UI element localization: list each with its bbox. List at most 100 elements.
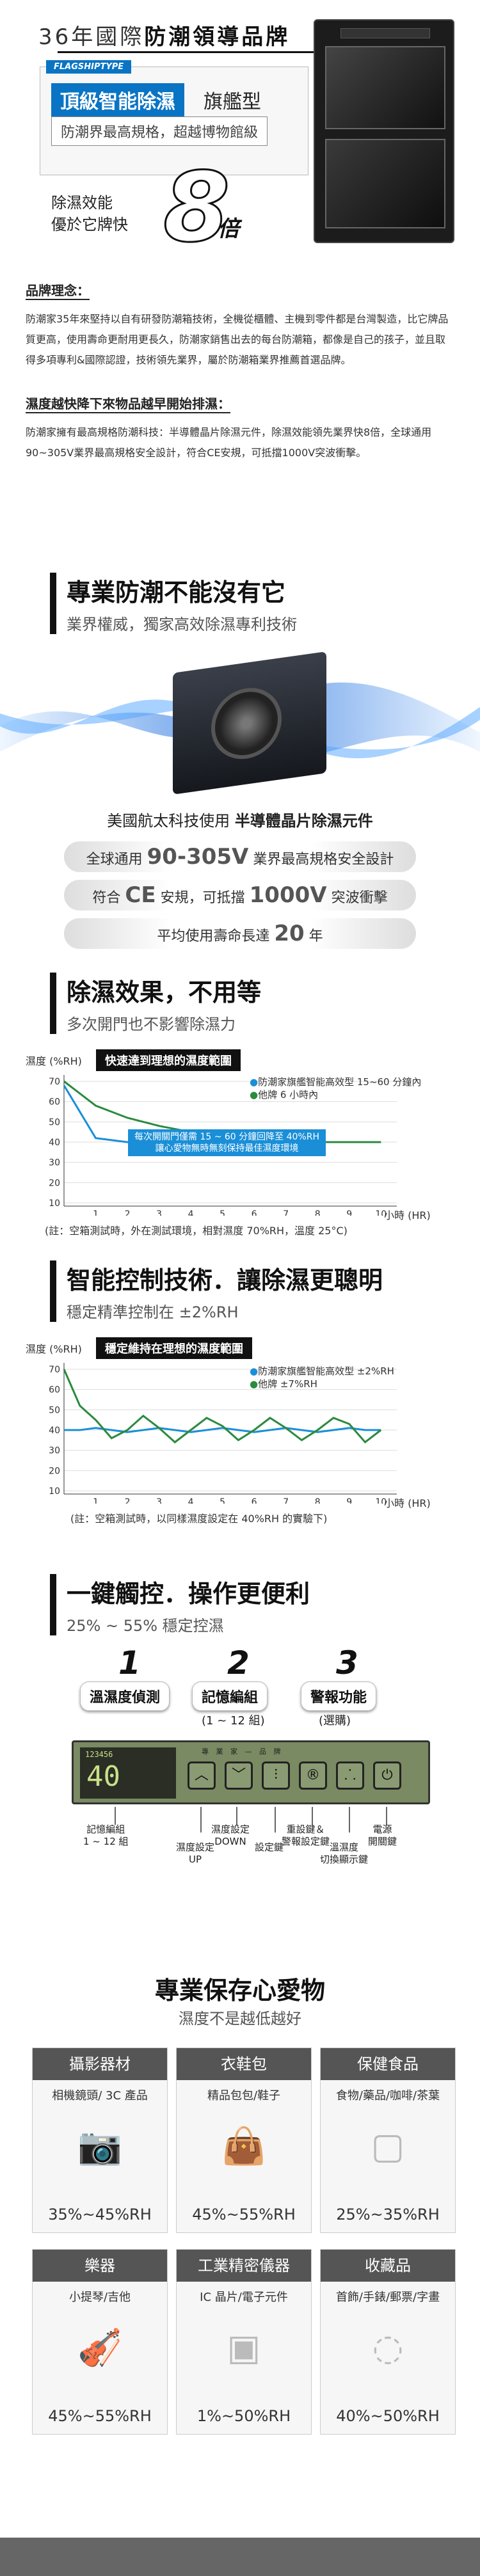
effect-text: 除濕效能 優於它牌快 [51,192,128,235]
step2-number: 2 [227,1644,250,1682]
step2-sub: (1 ~ 12 組) [202,1714,265,1728]
hero-title: 36年國際防潮領導品牌 [38,19,290,51]
chart1-ylabel: 濕度 (%RH) [26,1055,82,1067]
tech-subtitle: 業界權威，獨家高效除濕專利技術 [67,616,297,633]
dehumidifier-module-image [173,651,326,795]
ce-pill: 符合 CE 安規，可抵擋 1000V 突波衝擊 [64,880,416,910]
hero-title-prefix: 36年國際 [38,24,145,50]
lcd-display: 123456 40 [80,1747,176,1799]
care-card-title: 保健食品 [321,2048,455,2080]
chart1-legend1: ●防潮家旗艦智能高效型 15~60 分鐘內 [250,1076,422,1088]
lifespan-pill-b: 年 [308,928,323,944]
chart2-ytick: 40 [49,1426,60,1436]
panel-annotations: 記憶編組 1 ~ 12 組 濕度設定 UP 濕度設定 DOWN 設定鍵 重設鍵＆… [0,1824,480,1900]
chart2-legend2-text: 他牌 ±7%RH [258,1378,317,1390]
food-box-icon: ▢ [371,2126,405,2167]
power-button[interactable]: ⏻ [373,1761,401,1790]
care-card-range: 1%~50%RH [196,2407,291,2425]
chart1-callout2: 讓心愛物無時無刻保持最佳濕度環境 [155,1143,299,1154]
effect-section: 除濕效果，不用等 多次開門也不影響除濕力 濕度 (%RH) 快速達到理想的濕度範… [0,960,480,1254]
chart2-ylabel: 濕度 (%RH) [26,1343,82,1355]
control-panel: 123456 40 專 業 家 — 品 牌 ︿ ﹀ ⫶ ® ⸫ ⏻ [72,1740,430,1804]
temp-humidity-toggle-button[interactable]: ⸫ [336,1761,364,1790]
chart2-legend1: ●防潮家旗艦智能高效型 ±2%RH [250,1365,394,1377]
chart1-xtick: 10 [375,1209,387,1216]
chart1-plot: 10 20 30 40 50 60 70 1 2 3 4 5 6 7 8 9 10 [49,1075,397,1216]
step3-number: 3 [336,1644,358,1682]
chart2-xtick: 3 [156,1497,162,1504]
care-card: 攝影器材 相機鏡頭/ 3C 產品 📷 35%~45%RH [32,2047,168,2233]
care-card-title: 收藏品 [321,2250,455,2282]
care-card-items: 首飾/手錶/郵票/字畫 [335,2291,440,2304]
humidity-down-button[interactable]: ﹀ [225,1761,253,1790]
chart1-legend2: ●他牌 6 小時內 [250,1089,319,1101]
control-section: 智能控制技術．讓除濕更聰明 穩定精準控制在 ±2%RH 濕度 (%RH) 穩定維… [0,1254,480,1542]
control-heading: 智能控制技術．讓除濕更聰明 穩定精準控制在 ±2%RH [50,1260,383,1322]
chart1-xtick: 3 [156,1209,162,1216]
humidity-paragraph: 防潮家擁有最高規格防潮科技：半導體晶片除濕元件，除濕效能領先業界快8倍，全球通用… [26,426,432,459]
brand-paragraph: 防潮家35年來堅持以自有研發防潮箱技術，全機從櫃體、主機到零件都是台灣製造，比它… [26,313,449,366]
anno-reset: 重設鍵＆ 警報設定鍵 [282,1824,330,1847]
chart2-legend1-text: 防潮家旗艦智能高效型 ±2%RH [258,1365,394,1377]
flagship-type-badge: FLAGSHIPTYPE [46,60,132,74]
chart2-xlabel: 小時 (HR) [384,1497,431,1509]
tag-main-text: 頂級智能除濕 [60,91,175,113]
cabinet-upper-window [325,46,445,129]
care-card-items: 精品包包/鞋子 [207,2089,281,2103]
ce-pill-volt: 1000V [249,882,327,908]
chart1-ytick: 10 [49,1198,60,1209]
touch-section: 一鍵觸控．操作更便利 25% ~ 55% 穩定控濕 1 溫濕度偵測 2 記憶編組… [0,1542,480,1932]
voltage-pill: 全球通用 90-305V 業界最高規格安全設計 [64,841,416,872]
ce-pill-b: 安規，可抵擋 [160,890,245,906]
tag-main-suffix: 旗艦型 [204,91,261,113]
hero-section: 36年國際防潮領導品牌 FLAGSHIPTYPE 頂級智能除濕 旗艦型 防潮界最… [0,0,480,262]
chart2-ytick: 10 [49,1486,60,1497]
tech-title: 專業防潮不能沒有它 [67,578,286,607]
humidity-up-button[interactable]: ︿ [188,1761,216,1790]
chart2-ytick: 70 [49,1365,60,1375]
reset-alarm-button[interactable]: ® [299,1761,327,1790]
settings-button[interactable]: ⫶ [262,1761,290,1790]
tag-main: 頂級智能除濕 [51,83,184,116]
hero-title-emph: 防潮領導品牌 [144,24,291,50]
chart2-xtick: 10 [375,1497,387,1504]
chart1-legend2-text: 他牌 6 小時內 [258,1089,319,1101]
big-eight: 8 [162,152,230,262]
chart1-xtick: 7 [283,1209,289,1216]
chart2-xtick: 4 [188,1497,194,1504]
care-card-title: 衣鞋包 [177,2048,311,2080]
effect-heading: 除濕效果，不用等 多次開門也不影響除濕力 [50,973,261,1034]
chart2-legend2: ●他牌 ±7%RH [250,1378,317,1390]
care-card-range: 45%~55%RH [192,2206,296,2223]
care-card-range: 35%~45%RH [48,2206,152,2223]
chart1-callout: 每次開關門僅需 15 ~ 60 分鐘回降至 40%RH 讓心愛物無時無刻保持最佳… [128,1129,326,1156]
touch-title: 一鍵觸控．操作更便利 [67,1580,310,1608]
chart1-xtick: 4 [188,1209,194,1216]
dry-cabinet-image [314,19,454,243]
chart1-callout1: 每次開關門僅需 15 ~ 60 分鐘回降至 40%RH [134,1132,319,1142]
care-card-title: 攝影器材 [33,2048,167,2080]
care-card: 衣鞋包 精品包包/鞋子 👜 45%~55%RH [176,2047,312,2233]
panel-brand: 專 業 家 — 品 牌 [202,1747,284,1756]
care-card: 保健食品 食物/藥品/咖啡/茶葉 ▢ 25%~35%RH [320,2047,456,2233]
necklace-icon: ◌ [372,2327,404,2369]
brand-heading: 品牌理念： [26,280,90,300]
tech-caption-prefix: 美國航太科技使用 [107,812,230,830]
chart1-xlabel: 小時 (HR) [384,1209,431,1221]
care-card-title: 樂器 [33,2250,167,2282]
camera-icon: 📷 [77,2126,122,2167]
care-card-items: IC 晶片/電子元件 [200,2291,288,2304]
chart1-ytick: 40 [49,1138,60,1148]
step2-label: 記憶編組 [192,1682,268,1711]
anno-toggle: 溫濕度 切換顯示鍵 [320,1841,369,1865]
care-card: 樂器 小提琴/吉他 🎻 45%~55%RH [32,2249,168,2435]
chart1-xtick: 6 [252,1209,257,1216]
step1-number: 1 [118,1644,141,1682]
chart1-ytick: 30 [49,1158,60,1168]
voltage-pill-a: 全球通用 [86,852,143,868]
care-card-range: 40%~50%RH [336,2407,440,2425]
touch-heading: 一鍵觸控．操作更便利 25% ~ 55% 穩定控濕 [50,1574,310,1635]
chart2-ytick: 20 [49,1466,60,1476]
lcd-top: 123456 [85,1750,113,1759]
tech-caption: 美國航太科技使用 半導體晶片除濕元件 [0,808,480,831]
